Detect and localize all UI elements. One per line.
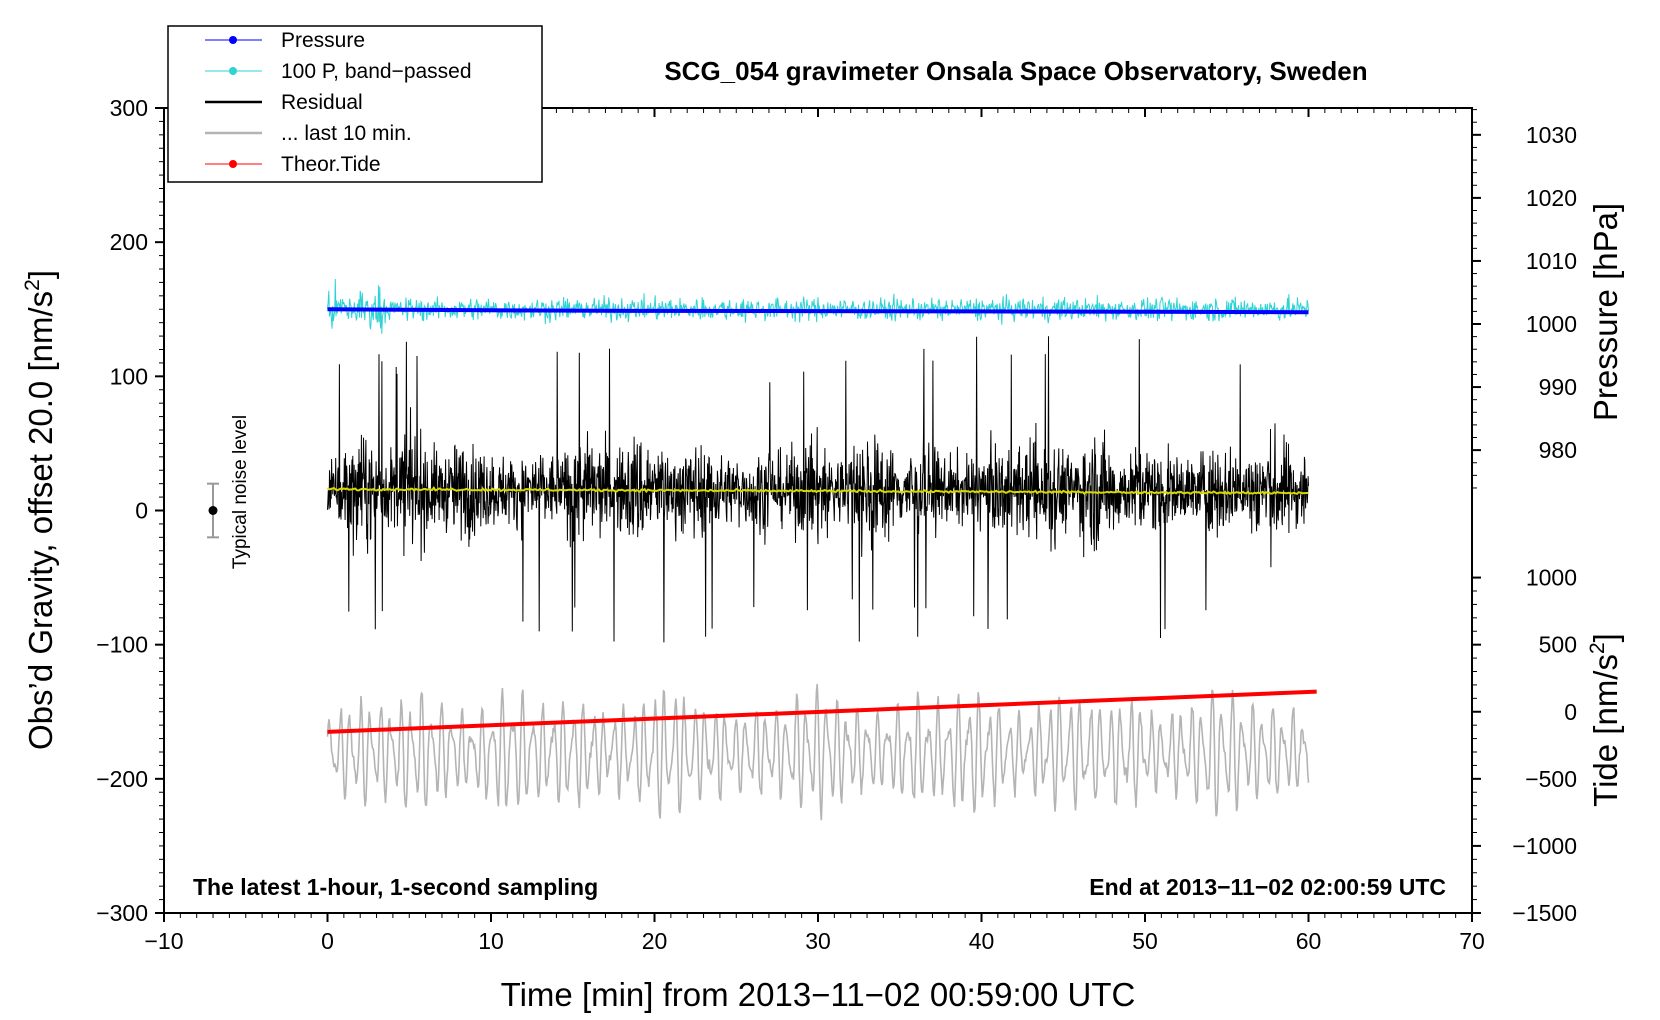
tick-layer: −10 0 10 20 30 40 50 60 703002001000−100−200−300… — [96, 95, 1577, 954]
series-theor-tide — [327, 689, 1317, 734]
noise-bar-dot — [208, 506, 218, 515]
x-tick-label: −10 — [144, 928, 183, 954]
tide-tick-label: −1500 — [1512, 900, 1577, 926]
x-tick-label: 70 — [1459, 928, 1485, 954]
noise-marker — [207, 482, 219, 539]
y-tick-label-left: −100 — [96, 632, 148, 658]
tide-tick-label: 500 — [1539, 632, 1577, 658]
y-tick-label-left: 100 — [110, 363, 148, 389]
x-tick-label: 60 — [1296, 928, 1322, 954]
y-tick-label-left: 200 — [110, 229, 148, 255]
series-pressure — [327, 307, 1309, 315]
x-axis-title: Time [min] from 2013−11−02 00:59:00 UTC — [501, 976, 1136, 1013]
y-axis-title-tide: Tide [nm/s2] — [1586, 633, 1624, 807]
pressure-tick-label: 1000 — [1526, 311, 1577, 337]
legend-marker — [229, 160, 237, 168]
note-right: End at 2013−11−02 02:00:59 UTC — [1089, 874, 1446, 900]
legend: Pressure 100 P, band−passed Residual ... la… — [167, 25, 543, 183]
y-axis-title-tide-sup: 2 — [1586, 642, 1609, 654]
legend-label: 100 P, band−passed — [281, 60, 472, 83]
legend-label: Residual — [281, 91, 363, 114]
series-residual — [327, 336, 1309, 643]
y-tick-label-left: 0 — [135, 498, 148, 524]
series-bandpassed-pressure — [327, 278, 1309, 334]
y-axis-title-pressure: Pressure [hPa] — [1587, 203, 1624, 421]
legend-box — [167, 25, 543, 183]
noise-label: Typical noise level — [230, 415, 251, 569]
pressure-tick-label: 980 — [1539, 437, 1577, 463]
data-layer — [326, 278, 1317, 821]
y-axis-title-left: Obs’d Gravity, offset 20.0 [nm/s2] — [21, 270, 59, 750]
y-tick-label-left: −200 — [96, 766, 148, 792]
y-axis-title-tide-main: Tide [nm/s — [1587, 654, 1624, 807]
note-left: The latest 1-hour, 1-second sampling — [193, 874, 598, 900]
tide-tick-label: 0 — [1564, 699, 1577, 725]
tide-tick-label: 1000 — [1526, 565, 1577, 591]
legend-marker — [229, 36, 237, 44]
x-tick-label: 50 — [1132, 928, 1158, 954]
y-tick-label-left: 300 — [110, 95, 148, 121]
pressure-tick-label: 1020 — [1526, 185, 1577, 211]
y-tick-label-left: −300 — [96, 900, 148, 926]
series-last-10-min — [326, 683, 1310, 821]
y-axis-title-tide-end: ] — [1587, 633, 1624, 642]
x-tick-label: 40 — [969, 928, 995, 954]
chart-title: SCG_054 gravimeter Onsala Space Observat… — [664, 56, 1367, 86]
pressure-tick-label: 1030 — [1526, 122, 1577, 148]
y-axis-title-left-main: Obs’d Gravity, offset 20.0 [nm/s — [22, 291, 59, 750]
y-axis-title-left-end: ] — [22, 270, 59, 279]
legend-label: Theor.Tide — [281, 153, 381, 176]
legend-label: ... last 10 min. — [281, 122, 412, 145]
pressure-tick-label: 1010 — [1526, 248, 1577, 274]
legend-marker — [229, 67, 237, 75]
x-tick-label: 30 — [805, 928, 831, 954]
series-residual-smoothed — [326, 486, 1309, 496]
x-tick-label: 20 — [642, 928, 668, 954]
pressure-tick-label: 990 — [1539, 374, 1577, 400]
x-tick-label: 10 — [478, 928, 504, 954]
legend-label: Pressure — [281, 29, 365, 52]
tide-tick-label: −1000 — [1512, 833, 1577, 859]
tide-tick-label: −500 — [1525, 766, 1577, 792]
y-axis-title-left-sup: 2 — [21, 279, 44, 291]
x-tick-label: 0 — [321, 928, 334, 954]
